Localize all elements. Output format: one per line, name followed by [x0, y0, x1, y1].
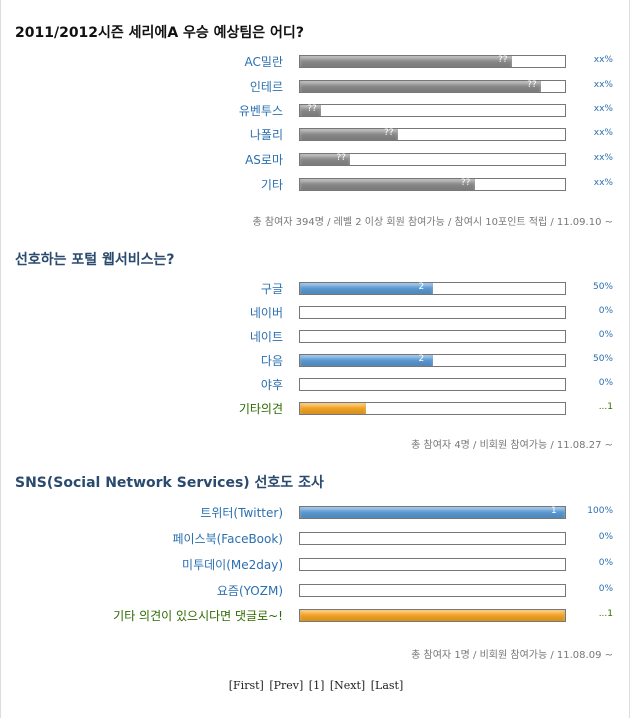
option-label: 네이트 — [249, 330, 283, 344]
bar-label: 2 — [418, 354, 425, 364]
option-result: 0% — [598, 306, 613, 316]
bar-track: ?? — [299, 80, 566, 93]
bar-fill — [300, 355, 433, 366]
bar-label: ?? — [336, 153, 346, 163]
option-result: xx% — [593, 104, 613, 114]
bar-track — [299, 402, 566, 415]
option-result: xx% — [593, 55, 613, 65]
option-label: AC밀란 — [244, 55, 283, 69]
bar-label: ?? — [498, 55, 508, 65]
page-link[interactable]: [Next] — [329, 679, 366, 692]
option-label: 다음 — [260, 354, 283, 368]
option-label: 네이버 — [249, 306, 283, 320]
bar-fill — [300, 507, 565, 518]
option-label: 트위터(Twitter) — [200, 506, 283, 520]
bar-track: ?? — [299, 153, 566, 166]
bar-label: ?? — [527, 80, 537, 90]
bar-fill — [300, 56, 512, 67]
page-link[interactable]: [1] — [308, 679, 325, 692]
option-result: 100% — [587, 506, 613, 516]
option-result: 0% — [598, 532, 613, 542]
poll-footer: 총 참여자 4명 / 비회원 참여가능 / 11.08.27 ~ — [411, 440, 613, 451]
poll-title: SNS(Social Network Services) 선호도 조사 — [15, 475, 324, 491]
bar-track — [299, 378, 566, 391]
bar-track: ?? — [299, 104, 566, 117]
option-result: 0% — [598, 584, 613, 594]
bar-track — [299, 609, 566, 622]
option-result: 0% — [598, 330, 613, 340]
option-label: 기타 — [260, 178, 283, 192]
option-label: AS로마 — [245, 153, 283, 167]
bar-track — [299, 306, 566, 319]
poll-title: 2011/2012시즌 세리에A 우승 예상팀은 어디? — [15, 25, 304, 41]
poll-footer: 총 참여자 1명 / 비회원 참여가능 / 11.08.09 ~ — [411, 650, 613, 661]
option-result: xx% — [593, 128, 613, 138]
option-label: 인테르 — [249, 80, 283, 94]
bar-track: ?? — [299, 128, 566, 141]
pagination: [First] [Prev] [1] [Next] [Last] — [1, 679, 630, 692]
bar-track: 1 — [299, 506, 566, 519]
option-label: 기타 의견이 있으시다면 댓글로~! — [113, 609, 283, 623]
option-result: xx% — [593, 80, 613, 90]
bar-label: ?? — [460, 178, 471, 188]
bar-fill — [300, 179, 475, 190]
bar-label: ?? — [384, 128, 394, 138]
option-result: 0% — [598, 378, 613, 388]
page-link[interactable]: [First] — [228, 679, 264, 692]
page-link[interactable]: [Prev] — [269, 679, 304, 692]
option-result: 50% — [592, 282, 613, 292]
bar-track: 2 — [299, 282, 566, 295]
bar-label: ?? — [307, 104, 317, 114]
bar-track — [299, 584, 566, 597]
option-result: xx% — [593, 153, 613, 163]
option-label: 요즘(YOZM) — [216, 584, 283, 598]
bar-fill — [300, 403, 367, 414]
poll-footer: 총 참여자 394명 / 레벨 2 이상 회원 참여가능 / 참여시 10포인트… — [252, 217, 613, 228]
option-result: ...1 — [598, 402, 613, 412]
bar-fill — [300, 283, 433, 294]
bar-track: ?? — [299, 178, 566, 191]
option-result: 0% — [598, 558, 613, 568]
bar-fill — [300, 154, 351, 165]
bar-fill — [300, 81, 542, 92]
bar-track — [299, 330, 566, 343]
option-result: ...1 — [598, 609, 613, 619]
option-label: 나폴리 — [249, 128, 283, 142]
bar-fill — [300, 129, 399, 140]
option-label: 페이스북(FaceBook) — [172, 532, 283, 546]
option-label: 유벤투스 — [238, 104, 283, 118]
bar-fill — [300, 610, 565, 621]
bar-track: 2 — [299, 354, 566, 367]
option-label: 미투데이(Me2day) — [182, 558, 283, 572]
bar-track — [299, 558, 566, 571]
option-result: xx% — [593, 178, 613, 188]
option-label: 기타의견 — [238, 402, 283, 416]
option-result: 50% — [592, 354, 613, 364]
bar-fill — [300, 105, 322, 116]
option-label: 구글 — [260, 282, 283, 296]
bar-label: 2 — [418, 282, 425, 292]
poll-title: 선호하는 포털 웹서비스는? — [15, 252, 175, 268]
bar-track: ?? — [299, 55, 566, 68]
bar-label: 1 — [551, 506, 557, 516]
page-link[interactable]: [Last] — [370, 679, 404, 692]
option-label: 야후 — [260, 378, 283, 392]
bar-track — [299, 532, 566, 545]
